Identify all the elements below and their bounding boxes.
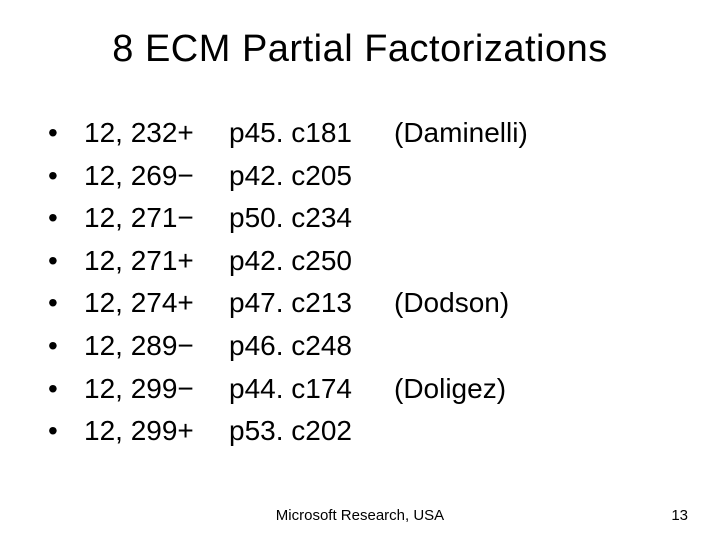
col-id: 12, 271− xyxy=(84,198,229,239)
col-factor: p42. c205 xyxy=(229,156,394,197)
bullet: • xyxy=(48,326,84,367)
col-id: 12, 271+ xyxy=(84,241,229,282)
col-factor: p50. c234 xyxy=(229,198,394,239)
list-item: • 12, 271+ p42. c250 xyxy=(48,241,720,282)
bullet: • xyxy=(48,369,84,410)
col-factor: p46. c248 xyxy=(229,326,394,367)
footer: Microsoft Research, USA 13 xyxy=(0,507,720,524)
slide-title: 8 ECM Partial Factorizations xyxy=(0,0,720,91)
list-item: • 12, 274+ p47. c213 (Dodson) xyxy=(48,283,720,324)
page-number: 13 xyxy=(671,507,688,524)
col-factor: p44. c174 xyxy=(229,369,394,410)
list-item: • 12, 299− p44. c174 (Doligez) xyxy=(48,369,720,410)
col-credit: (Doligez) xyxy=(394,369,720,410)
bullet: • xyxy=(48,411,84,452)
col-id: 12, 232+ xyxy=(84,113,229,154)
col-credit: (Daminelli) xyxy=(394,113,720,154)
col-factor: p42. c250 xyxy=(229,241,394,282)
col-id: 12, 299− xyxy=(84,369,229,410)
list-item: • 12, 269− p42. c205 xyxy=(48,156,720,197)
bullet: • xyxy=(48,198,84,239)
bullet: • xyxy=(48,113,84,154)
col-id: 12, 274+ xyxy=(84,283,229,324)
col-factor: p47. c213 xyxy=(229,283,394,324)
list-item: • 12, 232+ p45. c181 (Daminelli) xyxy=(48,113,720,154)
list-item: • 12, 271− p50. c234 xyxy=(48,198,720,239)
col-id: 12, 289− xyxy=(84,326,229,367)
list-item: • 12, 289− p46. c248 xyxy=(48,326,720,367)
footer-text: Microsoft Research, USA xyxy=(276,507,444,524)
bullet: • xyxy=(48,283,84,324)
col-factor: p45. c181 xyxy=(229,113,394,154)
content-list: • 12, 232+ p45. c181 (Daminelli) • 12, 2… xyxy=(0,91,720,452)
list-item: • 12, 299+ p53. c202 xyxy=(48,411,720,452)
col-credit: (Dodson) xyxy=(394,283,720,324)
col-factor: p53. c202 xyxy=(229,411,394,452)
col-id: 12, 269− xyxy=(84,156,229,197)
bullet: • xyxy=(48,156,84,197)
bullet: • xyxy=(48,241,84,282)
col-id: 12, 299+ xyxy=(84,411,229,452)
